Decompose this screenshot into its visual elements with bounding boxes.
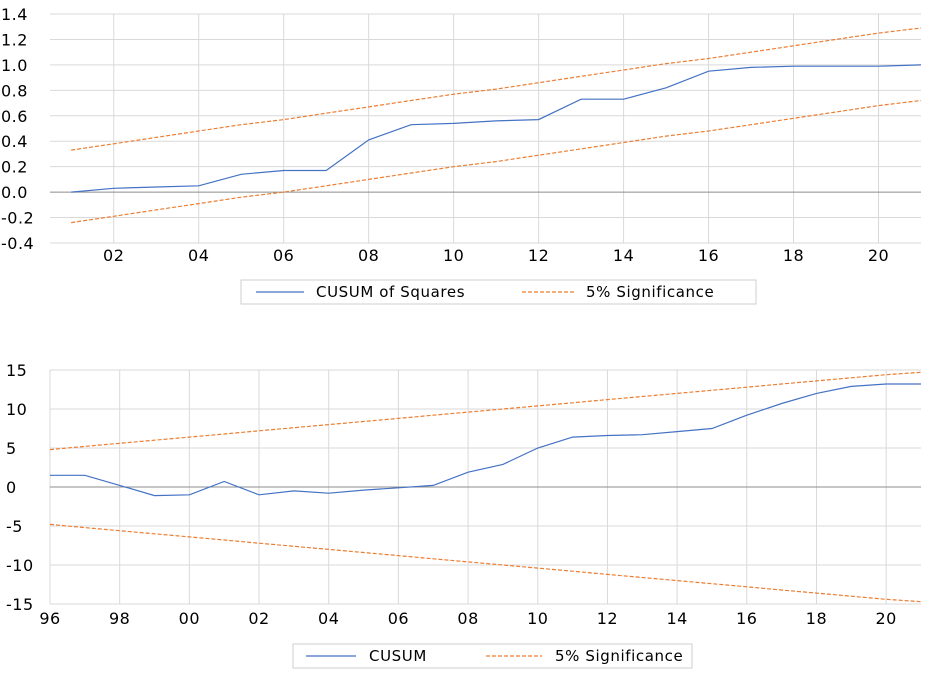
x-tick-label: 00: [179, 609, 200, 628]
y-tick-label: 0.0: [1, 183, 28, 202]
gridlines: [50, 13, 921, 244]
cusum-chart: 15 10 5 0 -5 -10 -15 96 98 00 02 04 06 08 10 12 14 16 18 20…: [6, 361, 922, 669]
y-tick-label: 1.4: [1, 5, 28, 24]
upper-significance-bound-line: [49, 371, 922, 451]
x-tick-label: 08: [358, 246, 379, 265]
y-tick-label: 15: [6, 361, 27, 380]
y-tick-label: 0: [6, 478, 17, 497]
lower-significance-bound-line: [71, 99, 922, 224]
x-tick-label: 12: [528, 246, 549, 265]
y-tick-label: 0.6: [1, 107, 28, 126]
y-tick-label: 10: [6, 400, 27, 419]
x-tick-label: 96: [39, 609, 60, 628]
legend-label: CUSUM: [369, 647, 427, 665]
x-tick-label: 08: [457, 609, 478, 628]
y-tick-label: -15: [6, 595, 34, 614]
x-tick-label: 14: [613, 246, 634, 265]
x-tick-label: 06: [273, 246, 294, 265]
legend-label: 5% Significance: [555, 647, 683, 665]
y-tick-label: 1.0: [1, 56, 28, 75]
x-tick-label: 16: [736, 609, 757, 628]
y-tick-label: 0.4: [1, 132, 28, 151]
x-tick-label: 10: [443, 246, 464, 265]
y-tick-label: -0.2: [1, 209, 34, 228]
cusum-series-line: [71, 64, 922, 193]
upper-significance-bound-line: [71, 27, 922, 151]
y-tick-label: -5: [6, 517, 23, 536]
x-tick-label: 06: [388, 609, 409, 628]
x-tick-label: 18: [783, 246, 804, 265]
x-tick-label: 98: [109, 609, 130, 628]
x-tick-label: 02: [103, 246, 124, 265]
legend: CUSUM 5% Significance: [292, 643, 693, 669]
legend-label: CUSUM of Squares: [316, 283, 465, 301]
x-tick-label: 20: [868, 246, 889, 265]
cusum-series-line: [50, 383, 921, 497]
x-axis-ticks: 02 04 06 08 10 12 14 16 18 20: [103, 246, 889, 265]
legend-box: [240, 279, 757, 305]
x-tick-label: 16: [698, 246, 719, 265]
x-tick-label: 10: [527, 609, 548, 628]
y-tick-label: 1.2: [1, 30, 28, 49]
x-tick-label: 18: [806, 609, 827, 628]
legend: CUSUM of Squares 5% Significance: [240, 279, 757, 305]
legend-label: 5% Significance: [586, 283, 714, 301]
y-tick-label: -0.4: [1, 234, 34, 253]
x-tick-label: 02: [248, 609, 269, 628]
y-axis-ticks: 15 10 5 0 -5 -10 -15: [6, 361, 34, 614]
y-tick-label: 5: [6, 439, 17, 458]
y-tick-label: 0.8: [1, 81, 28, 100]
x-tick-label: 20: [875, 609, 896, 628]
gridlines: [49, 369, 921, 605]
y-tick-label: 0.2: [1, 158, 28, 177]
x-tick-label: 12: [597, 609, 618, 628]
cusum-of-squares-chart: 1.4 1.2 1.0 0.8 0.6 0.4 0.2 0.0 -0.2 -0.4 02 04 06 08…: [1, 5, 922, 305]
x-axis-ticks: 96 98 00 02 04 06 08 10 12 14 16 18 20: [39, 609, 896, 628]
x-tick-label: 04: [188, 246, 209, 265]
x-tick-label: 04: [318, 609, 339, 628]
x-tick-label: 14: [666, 609, 687, 628]
y-tick-label: -10: [6, 556, 34, 575]
lower-significance-bound-line: [49, 523, 922, 603]
y-axis-ticks: 1.4 1.2 1.0 0.8 0.6 0.4 0.2 0.0 -0.2 -0.4: [1, 5, 34, 253]
